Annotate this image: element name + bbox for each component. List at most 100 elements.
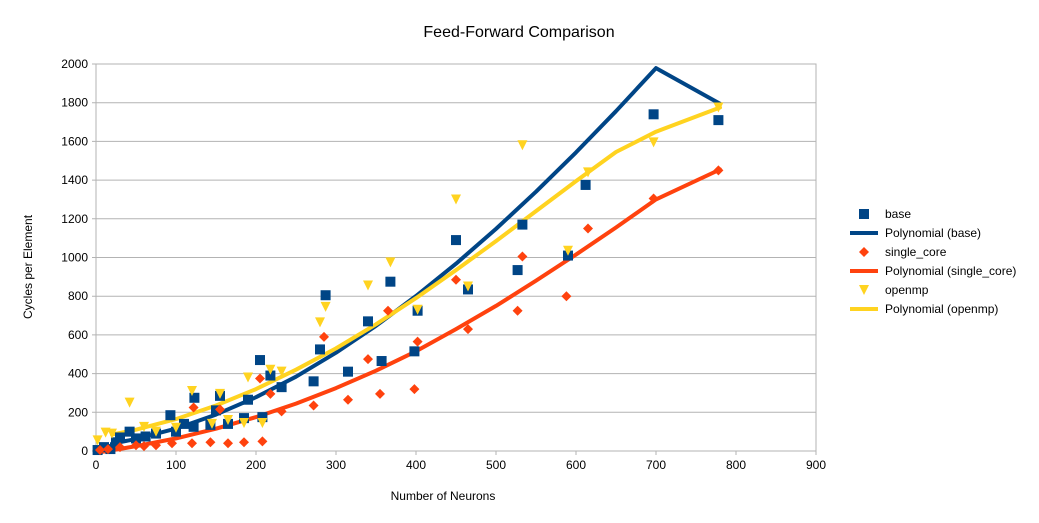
data-point xyxy=(115,432,125,443)
data-point xyxy=(99,442,109,453)
y-tick-label: 1800 xyxy=(61,96,88,110)
data-point xyxy=(239,417,249,428)
data-point xyxy=(107,428,117,439)
data-point xyxy=(320,290,331,301)
y-tick-label: 600 xyxy=(68,328,88,342)
data-point xyxy=(257,436,268,447)
data-point xyxy=(409,346,420,357)
data-point xyxy=(215,404,225,415)
data-point xyxy=(131,433,141,444)
data-point xyxy=(385,257,396,268)
legend-marker-swatch xyxy=(859,209,869,219)
x-axis-title: Number of Neurons xyxy=(391,489,496,503)
y-tick-label: 200 xyxy=(68,405,88,419)
data-point xyxy=(383,305,393,316)
data-point xyxy=(276,382,287,393)
x-tick-label: 100 xyxy=(166,458,186,472)
data-point xyxy=(103,444,113,455)
data-point xyxy=(451,194,461,205)
x-tick-label: 900 xyxy=(806,458,826,472)
data-point xyxy=(463,281,473,292)
x-tick-label: 500 xyxy=(486,458,506,472)
data-point xyxy=(92,435,103,446)
data-point xyxy=(179,418,189,429)
data-markers xyxy=(92,102,724,456)
data-point xyxy=(265,364,276,375)
data-point xyxy=(648,109,659,120)
data-point xyxy=(265,370,276,381)
data-point xyxy=(165,410,176,421)
y-tick-label: 1600 xyxy=(61,134,88,148)
y-tick-label: 1200 xyxy=(61,212,88,226)
data-point xyxy=(308,400,319,411)
data-point xyxy=(188,402,199,413)
data-point xyxy=(561,291,572,302)
data-point xyxy=(517,140,528,151)
data-point xyxy=(385,276,396,287)
data-point xyxy=(319,331,329,342)
data-point xyxy=(648,193,659,204)
data-point xyxy=(265,388,276,399)
data-point xyxy=(189,392,200,403)
data-point xyxy=(363,316,373,327)
data-point xyxy=(207,418,217,429)
legend-marker-swatch xyxy=(859,247,869,257)
data-point xyxy=(243,394,253,405)
data-point xyxy=(580,179,591,190)
x-tick-label: 300 xyxy=(326,458,346,472)
data-point xyxy=(140,431,151,442)
trendline xyxy=(110,105,722,437)
data-point xyxy=(409,384,420,395)
y-tick-label: 1400 xyxy=(61,173,88,187)
trendline xyxy=(94,167,722,455)
data-point xyxy=(315,344,325,355)
y-tick-label: 2000 xyxy=(61,57,88,71)
data-point xyxy=(187,386,197,397)
data-point xyxy=(713,165,724,176)
data-point xyxy=(139,441,149,452)
data-point xyxy=(131,440,141,451)
x-tick-label: 600 xyxy=(566,458,586,472)
data-point xyxy=(167,438,177,449)
y-tick-label: 400 xyxy=(68,367,88,381)
data-point xyxy=(243,372,253,383)
data-point xyxy=(215,388,225,399)
data-point xyxy=(343,366,353,377)
data-point xyxy=(276,406,287,417)
data-point xyxy=(320,301,331,312)
data-point xyxy=(343,394,353,405)
data-point xyxy=(95,445,105,456)
data-point xyxy=(124,426,135,437)
trendlines xyxy=(94,66,722,455)
y-axis-title: Cycles per Element xyxy=(21,214,35,319)
plot-area xyxy=(95,63,817,452)
data-point xyxy=(363,354,373,365)
legend-marker-swatch xyxy=(859,285,869,295)
data-point xyxy=(463,324,473,335)
data-point xyxy=(257,412,268,423)
data-point xyxy=(205,437,216,448)
data-point xyxy=(223,438,233,449)
data-point xyxy=(412,304,423,315)
legend-entry-label: Polynomial (base) xyxy=(885,226,981,240)
data-point xyxy=(583,223,593,234)
legend-entry-label: base xyxy=(885,207,911,221)
x-tick-label: 800 xyxy=(726,458,746,472)
data-point xyxy=(223,415,233,426)
data-point xyxy=(255,373,265,384)
legend: base Polynomial (base) single_core Polynomi… xyxy=(850,207,1016,316)
data-point xyxy=(713,102,724,113)
data-point xyxy=(171,422,181,433)
data-point xyxy=(363,280,373,291)
data-point xyxy=(451,235,461,246)
data-point xyxy=(151,426,161,437)
data-point xyxy=(188,421,199,432)
data-point xyxy=(139,421,149,432)
data-point xyxy=(517,219,528,230)
chart-title: Feed-Forward Comparison xyxy=(423,24,614,41)
data-point xyxy=(512,265,523,276)
data-point xyxy=(151,440,161,451)
legend-entry-label: Polynomial (single_core) xyxy=(885,264,1016,278)
x-tick-label: 400 xyxy=(406,458,426,472)
x-tick-label: 0 xyxy=(93,458,100,472)
